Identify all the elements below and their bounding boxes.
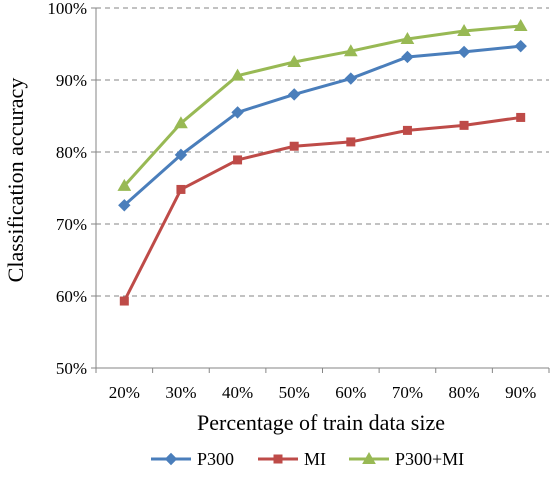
data-point [287,54,302,67]
data-point [287,88,301,101]
y-tick-label: 50% [56,359,87,378]
series-mi [119,112,526,306]
data-point [513,18,528,31]
series-p300 [118,39,527,212]
series-p300-mi [117,18,528,191]
legend-label: MI [304,449,326,469]
x-tick-label: 80% [448,383,479,402]
x-tick-label: 20% [109,383,140,402]
legend-item: MI [258,449,326,469]
legend-label: P300 [197,449,234,469]
legend-item: P300 [151,449,234,469]
data-point [457,24,471,37]
data-point [343,44,358,57]
data-point [514,39,527,53]
series [117,18,528,306]
data-point [174,116,188,129]
data-point [117,178,132,191]
data-point [344,72,358,85]
x-tick-label: 60% [335,383,366,402]
data-point [176,184,186,194]
data-point [289,141,299,151]
data-point [516,112,526,122]
data-point [119,296,129,306]
data-point [233,155,243,165]
y-tick-label: 70% [56,215,87,234]
data-point [400,31,415,44]
x-tick-label: 50% [279,383,310,402]
legend: P300 MI P300+MI [151,449,464,469]
y-tick-label: 90% [56,71,87,90]
x-tick-label: 90% [505,383,536,402]
data-point [346,137,356,147]
series-line [123,24,521,187]
data-point [230,68,245,81]
series-line [123,44,521,207]
data-point [401,50,414,64]
legend-label: P300+MI [395,449,464,469]
y-axis-title: Classification accuracy [3,78,28,283]
x-axis-title: Percentage of train data size [197,410,445,435]
series-line [122,115,521,302]
data-point [174,148,188,162]
y-tick-label: 60% [56,287,87,306]
legend-marker [273,454,283,464]
legend-marker [362,451,376,464]
data-point [459,120,469,130]
y-tick-labels: 50% 60% 70% 80% 90% 100% [47,0,87,378]
x-tick-label: 40% [222,383,253,402]
data-point [457,45,471,59]
legend-marker [164,452,178,466]
data-point [231,106,244,119]
x-tick-label: 70% [392,383,423,402]
data-point [402,125,412,135]
legend-item: P300+MI [349,449,464,469]
x-tick-label: 30% [165,383,196,402]
y-tick-label: 80% [56,143,87,162]
data-point [118,199,131,212]
axes [91,7,550,373]
x-tick-labels: 20% 30% 40% 50% 60% 70% 80% 90% [109,383,537,402]
y-tick-label: 100% [47,0,87,18]
gridlines [96,7,549,297]
